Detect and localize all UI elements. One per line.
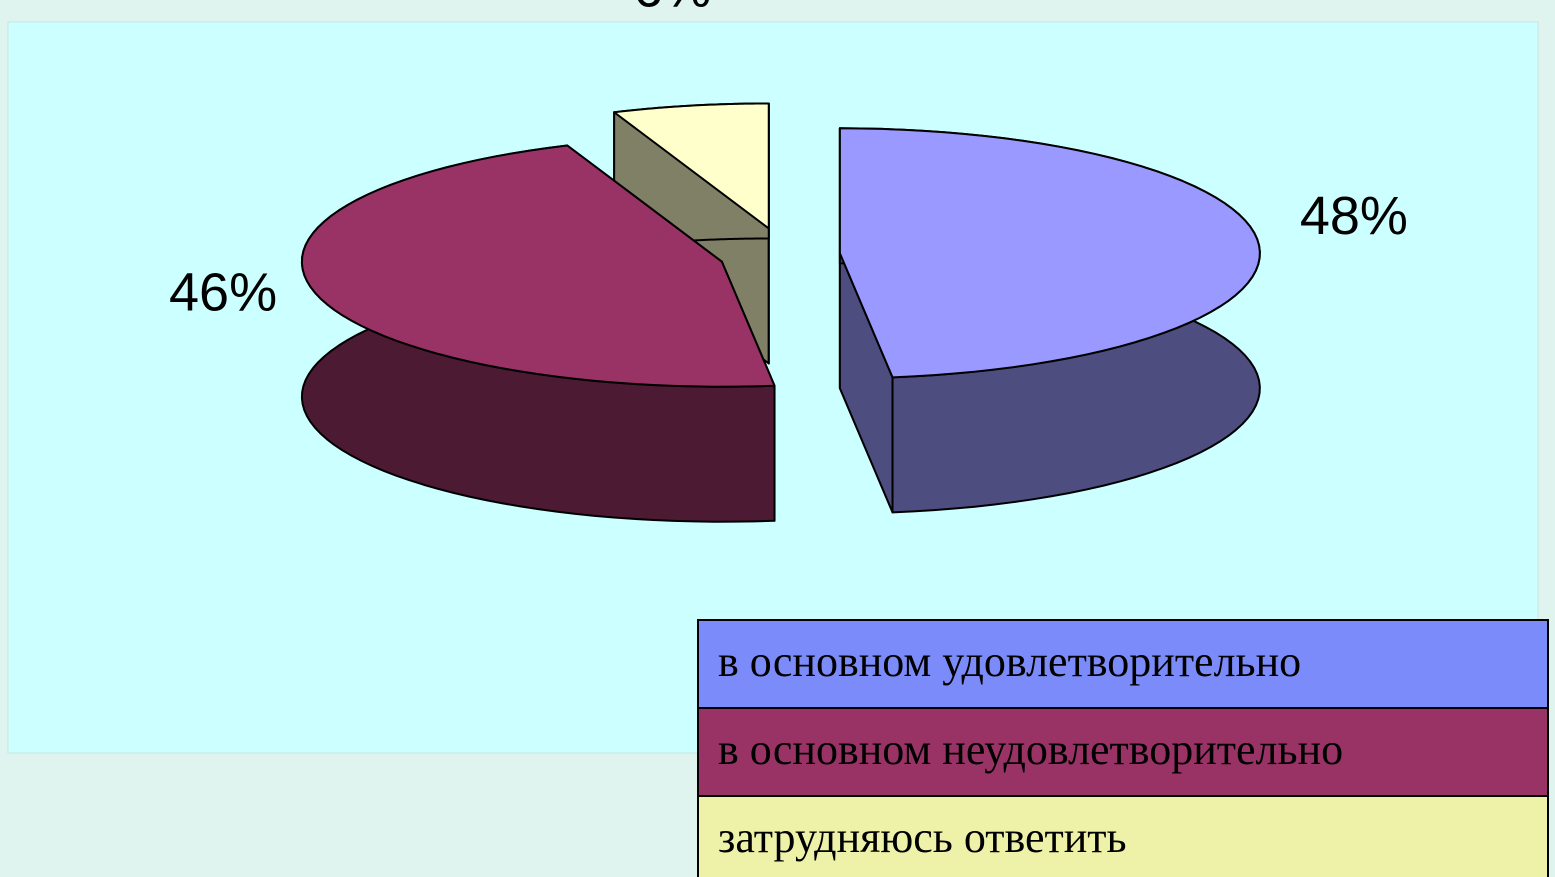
legend-swatch: [697, 619, 1549, 709]
legend-label: в основном удовлетворительно: [718, 637, 1301, 686]
legend-swatch: [697, 795, 1549, 877]
value-label: 6%: [633, 0, 711, 19]
value-label: 48%: [1300, 186, 1408, 246]
slice-top: [838, 127, 1261, 379]
legend-label: в основном неудовлетворительно: [718, 725, 1343, 774]
slice-top: [613, 102, 770, 230]
pie-slice: [300, 144, 776, 523]
legend-swatch: [697, 707, 1549, 797]
legend-label: затрудняюсь ответить: [718, 813, 1127, 862]
value-label: 46%: [169, 263, 277, 323]
slice-top: [300, 144, 776, 388]
pie-slice: [838, 127, 1261, 514]
